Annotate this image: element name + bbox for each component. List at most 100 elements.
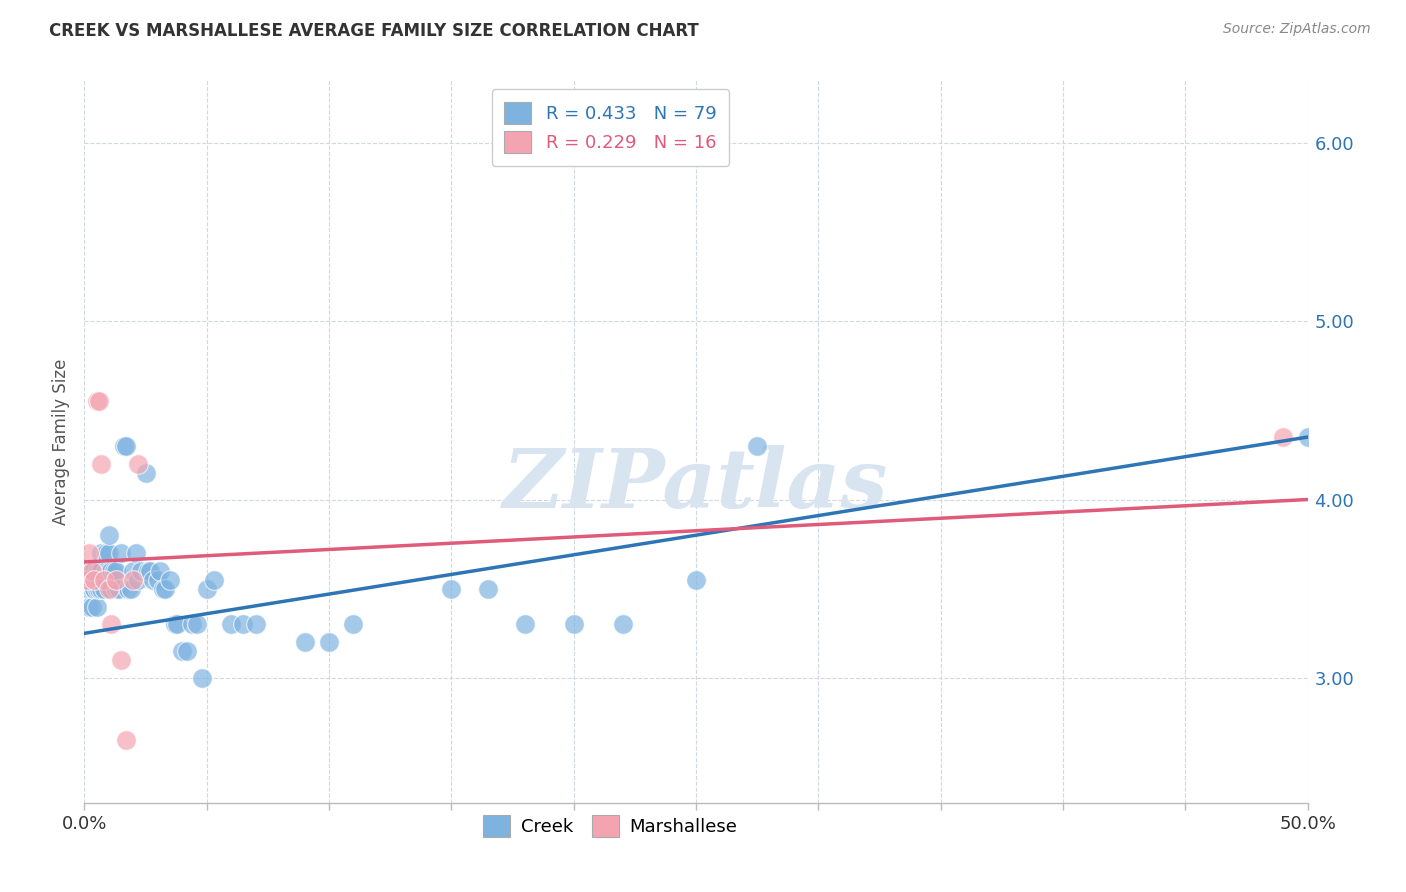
- Point: [172, 644, 194, 658]
- Point: [125, 546, 148, 560]
- Point: [80, 564, 103, 578]
- Point: [105, 582, 128, 596]
- Point: [181, 617, 204, 632]
- Point: [219, 617, 242, 632]
- Point: [342, 617, 364, 632]
- Point: [86, 564, 108, 578]
- Point: [135, 466, 157, 480]
- Point: [139, 564, 162, 578]
- Point: [513, 617, 536, 632]
- Point: [77, 599, 100, 614]
- Point: [232, 617, 254, 632]
- Point: [90, 564, 112, 578]
- Point: [146, 573, 169, 587]
- Point: [90, 457, 112, 471]
- Point: [100, 564, 122, 578]
- Point: [96, 564, 118, 578]
- Point: [149, 564, 172, 578]
- Point: [612, 617, 634, 632]
- Point: [83, 582, 105, 596]
- Point: [90, 582, 112, 596]
- Point: [83, 582, 105, 596]
- Point: [562, 617, 585, 632]
- Point: [80, 599, 103, 614]
- Point: [76, 564, 98, 578]
- Point: [83, 573, 105, 587]
- Point: [110, 546, 132, 560]
- Point: [77, 546, 100, 560]
- Text: ZIPatlas: ZIPatlas: [503, 445, 889, 524]
- Point: [77, 582, 100, 596]
- Point: [136, 564, 159, 578]
- Point: [87, 582, 110, 596]
- Point: [110, 653, 132, 667]
- Legend: Creek, Marshallese: Creek, Marshallese: [477, 808, 745, 845]
- Point: [202, 573, 225, 587]
- Point: [122, 564, 145, 578]
- Point: [76, 573, 98, 587]
- Point: [90, 546, 112, 560]
- Text: CREEK VS MARSHALLESE AVERAGE FAMILY SIZE CORRELATION CHART: CREEK VS MARSHALLESE AVERAGE FAMILY SIZE…: [49, 22, 699, 40]
- Point: [80, 582, 103, 596]
- Point: [294, 635, 316, 649]
- Point: [76, 582, 98, 596]
- Point: [1272, 430, 1295, 444]
- Point: [76, 573, 98, 587]
- Point: [153, 582, 176, 596]
- Point: [105, 564, 128, 578]
- Point: [166, 617, 188, 632]
- Point: [80, 573, 103, 587]
- Point: [87, 394, 110, 409]
- Point: [77, 573, 100, 587]
- Point: [245, 617, 267, 632]
- Point: [191, 671, 214, 685]
- Point: [97, 582, 120, 596]
- Point: [112, 439, 135, 453]
- Point: [152, 582, 174, 596]
- Point: [100, 582, 122, 596]
- Point: [87, 564, 110, 578]
- Point: [93, 573, 115, 587]
- Point: [83, 564, 105, 578]
- Point: [685, 573, 707, 587]
- Point: [103, 564, 125, 578]
- Point: [96, 546, 118, 560]
- Point: [86, 573, 108, 587]
- Point: [163, 617, 186, 632]
- Point: [186, 617, 208, 632]
- Point: [77, 564, 100, 578]
- Text: Source: ZipAtlas.com: Source: ZipAtlas.com: [1223, 22, 1371, 37]
- Point: [100, 617, 122, 632]
- Point: [86, 582, 108, 596]
- Point: [127, 573, 149, 587]
- Point: [195, 582, 218, 596]
- Point: [115, 439, 138, 453]
- Point: [86, 394, 108, 409]
- Point: [83, 573, 105, 587]
- Point: [97, 546, 120, 560]
- Point: [105, 573, 128, 587]
- Point: [129, 564, 152, 578]
- Point: [127, 457, 149, 471]
- Point: [122, 573, 145, 587]
- Point: [86, 599, 108, 614]
- Point: [80, 564, 103, 578]
- Point: [117, 582, 139, 596]
- Point: [97, 528, 120, 542]
- Point: [477, 582, 499, 596]
- Point: [176, 644, 198, 658]
- Point: [93, 582, 115, 596]
- Point: [747, 439, 769, 453]
- Point: [120, 582, 142, 596]
- Point: [115, 733, 138, 747]
- Point: [97, 564, 120, 578]
- Point: [1296, 430, 1319, 444]
- Point: [87, 573, 110, 587]
- Point: [318, 635, 340, 649]
- Y-axis label: Average Family Size: Average Family Size: [52, 359, 70, 524]
- Point: [159, 573, 181, 587]
- Point: [93, 573, 115, 587]
- Point: [142, 573, 165, 587]
- Point: [440, 582, 463, 596]
- Point: [107, 582, 129, 596]
